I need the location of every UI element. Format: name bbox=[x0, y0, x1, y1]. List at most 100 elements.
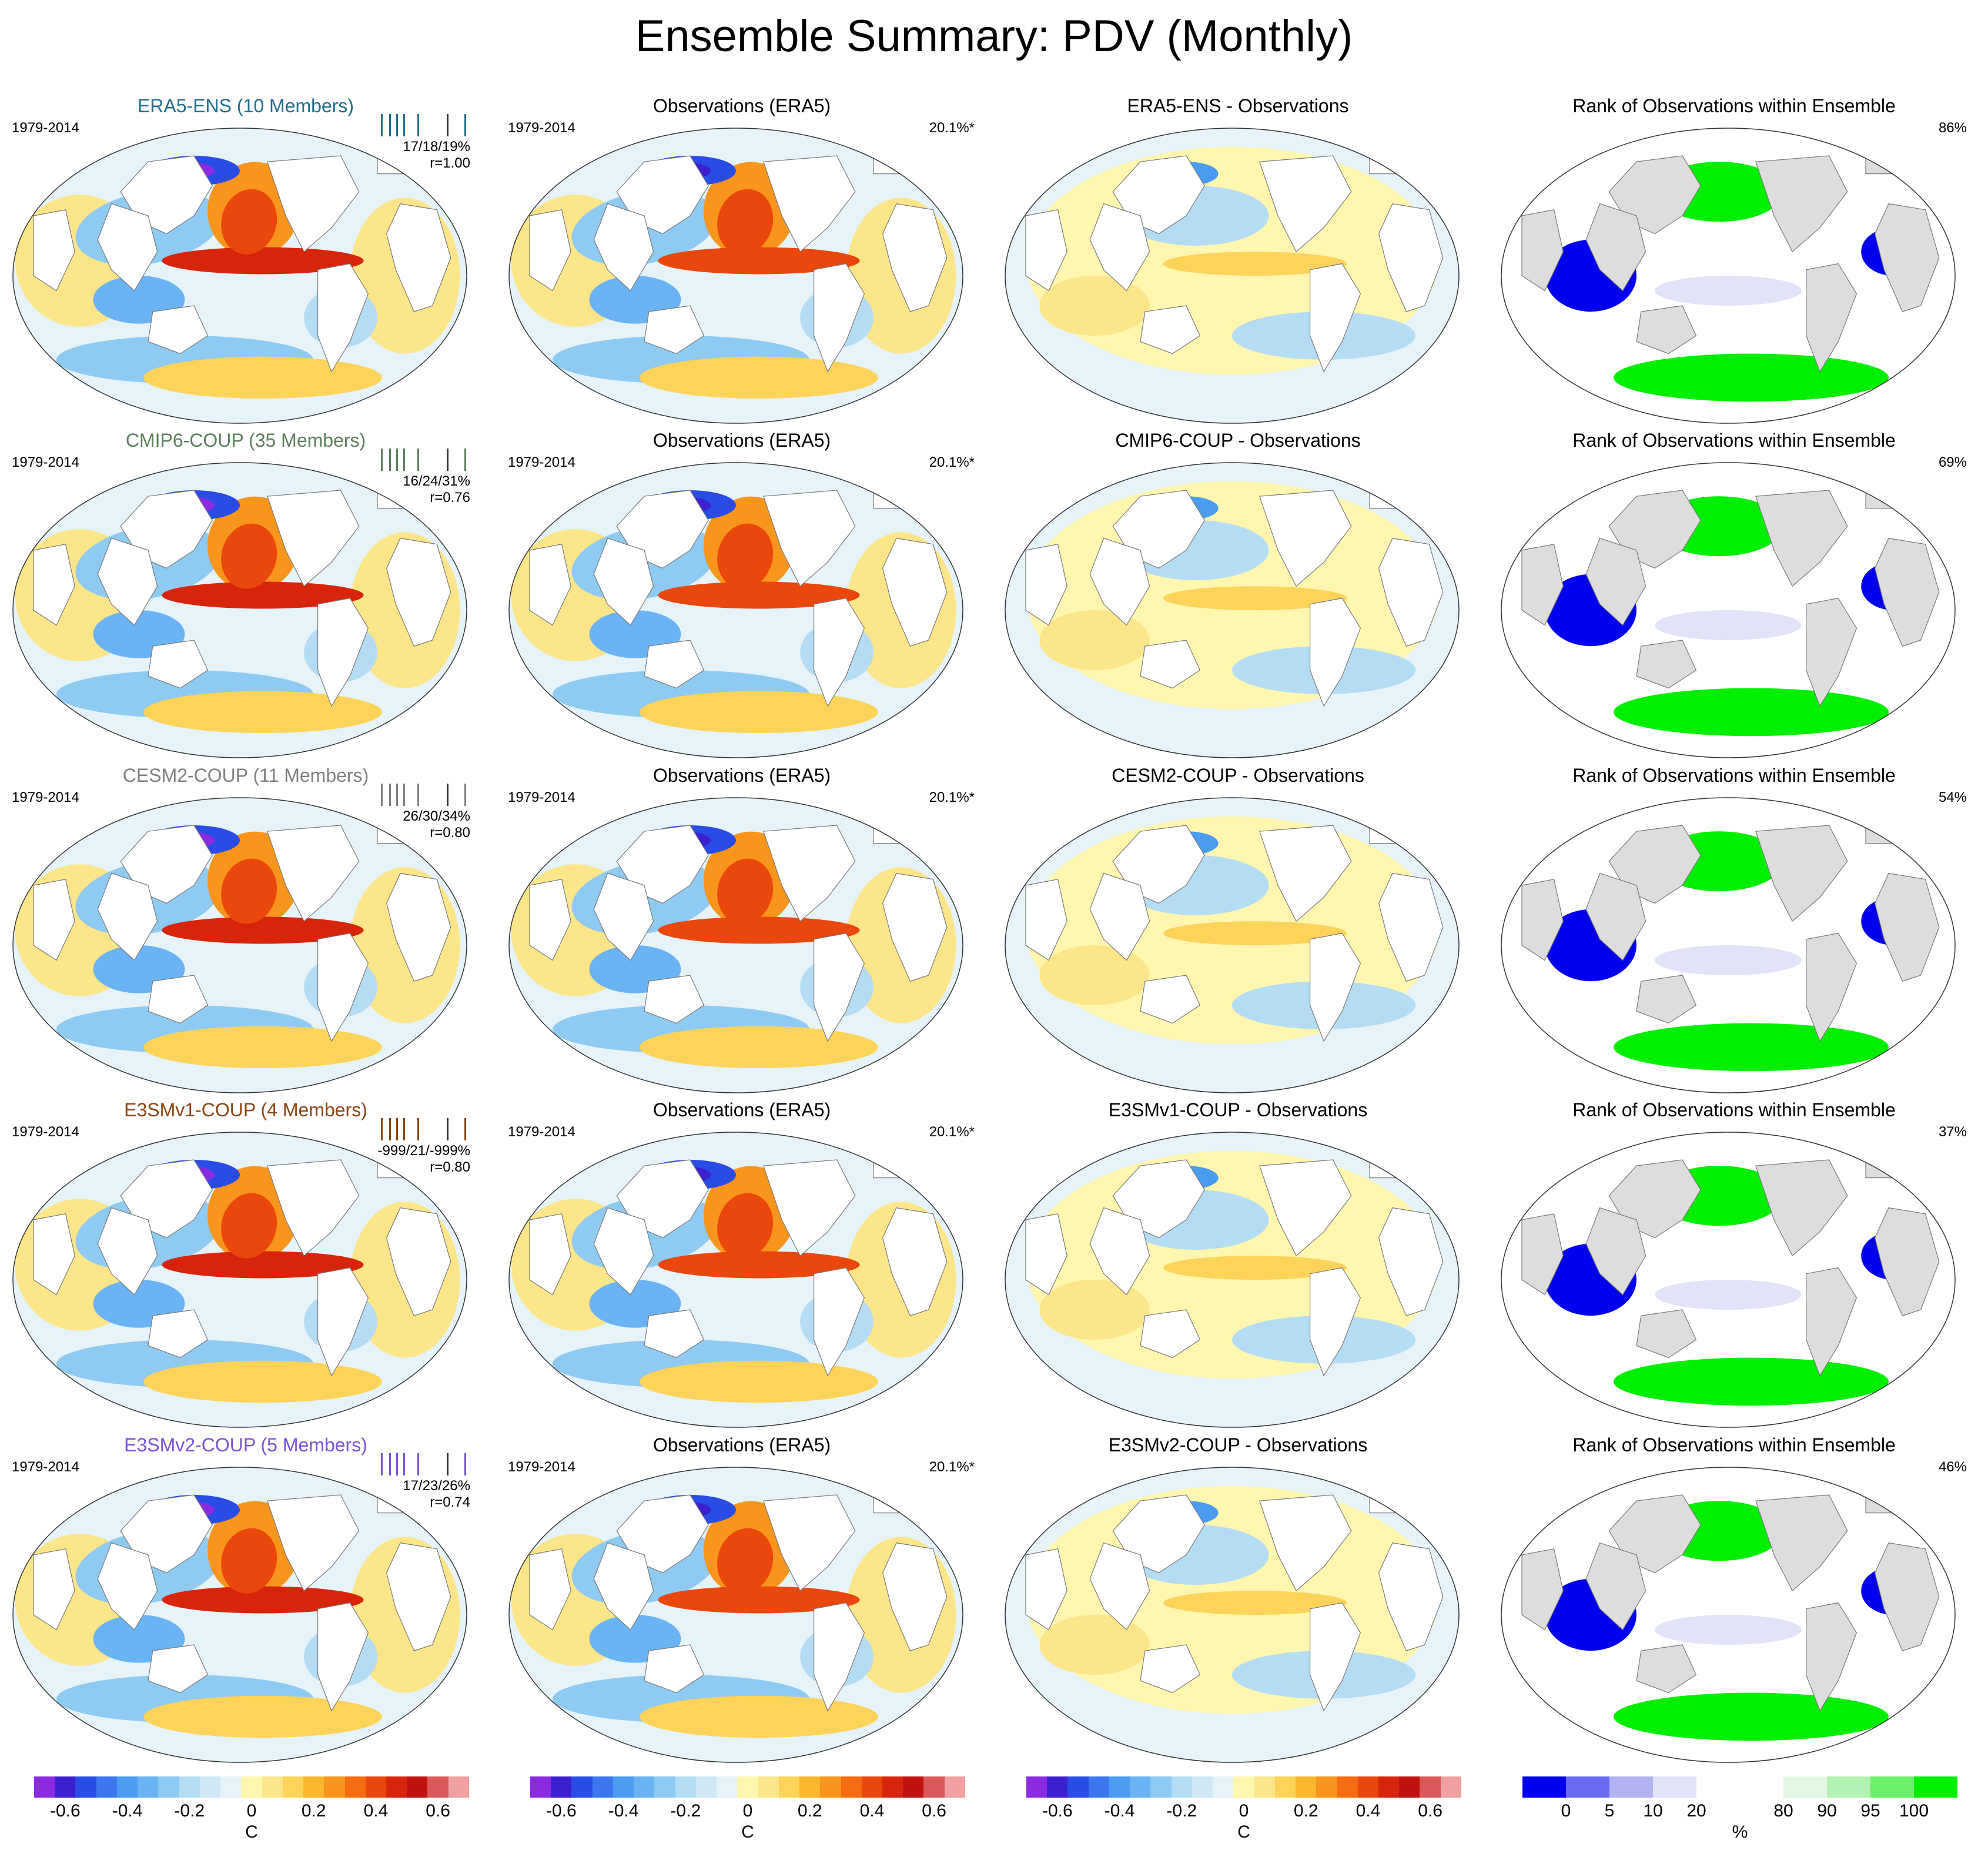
colorbar-swatch bbox=[324, 1776, 345, 1798]
observations-title: Observations (ERA5) bbox=[652, 765, 831, 786]
land-mass bbox=[266, 155, 360, 253]
colorbar-swatch bbox=[386, 1776, 407, 1798]
colorbar-swatch bbox=[1399, 1776, 1420, 1798]
land-mass bbox=[1089, 872, 1150, 961]
colorbar-swatch bbox=[1378, 1776, 1400, 1798]
rank-percent: 37% bbox=[1938, 1124, 1967, 1140]
land-mass bbox=[1025, 544, 1067, 626]
model-title: ERA5-ENS (10 Members) bbox=[137, 95, 354, 116]
member-tick bbox=[389, 114, 391, 136]
map-outline bbox=[1501, 1467, 1956, 1763]
member-ticks bbox=[376, 1118, 470, 1140]
model-panel: E3SMv2-COUP (5 Members) 1979-2014 17/23/26… bbox=[5, 1434, 487, 1764]
map-outline bbox=[508, 1467, 963, 1763]
land-mass bbox=[97, 872, 158, 961]
land-mass bbox=[873, 477, 911, 509]
pattern-region bbox=[221, 1193, 277, 1259]
member-tick bbox=[381, 114, 383, 136]
land-mass bbox=[266, 825, 360, 922]
land-mass bbox=[1369, 477, 1407, 509]
member-tick bbox=[417, 1453, 419, 1475]
colorbar-tick-label: 0.6 bbox=[426, 1801, 450, 1821]
land-mass bbox=[644, 975, 705, 1024]
pattern-region bbox=[1039, 1280, 1150, 1340]
rank-map-4 bbox=[1501, 1467, 1956, 1763]
model-title: E3SMv2-COUP (5 Members) bbox=[124, 1434, 367, 1456]
colorbar-swatch bbox=[1337, 1776, 1358, 1798]
land-mass bbox=[1521, 209, 1564, 292]
colorbar-tick-label: 0 bbox=[742, 1801, 753, 1821]
pattern-region bbox=[1614, 1692, 1889, 1741]
colorbar-swatch bbox=[1740, 1776, 1783, 1798]
colorbar-tick-label: 0 bbox=[1561, 1801, 1571, 1821]
period-label: 1979-2014 bbox=[12, 789, 79, 805]
model-title: E3SMv1-COUP (4 Members) bbox=[124, 1099, 367, 1120]
land-mass bbox=[1140, 640, 1201, 689]
map-outline bbox=[12, 797, 467, 1093]
colorbar-swatch bbox=[220, 1776, 242, 1798]
pattern-region bbox=[1039, 945, 1150, 1005]
colorbar-tick-label: -0.6 bbox=[545, 1801, 577, 1821]
obs-map-1 bbox=[508, 462, 963, 758]
pattern-region bbox=[658, 581, 860, 609]
colorbar-tick-label: 90 bbox=[1817, 1801, 1837, 1821]
period-label: 1979-2014 bbox=[508, 789, 575, 805]
colorbar-swatch bbox=[861, 1776, 882, 1798]
pattern-region bbox=[658, 1586, 860, 1614]
colorbar-swatch bbox=[1296, 1776, 1317, 1798]
land-mass bbox=[1140, 1644, 1201, 1694]
land-mass bbox=[1378, 537, 1444, 647]
land-mass bbox=[317, 263, 369, 373]
colorbar-swatch bbox=[820, 1776, 841, 1798]
colorbar-tick-label: 0.2 bbox=[797, 1801, 822, 1821]
observations-panel: Observations (ERA5) 1979-2014 20.1%* bbox=[501, 95, 983, 424]
member-tick bbox=[464, 1453, 466, 1475]
land-mass bbox=[1755, 1159, 1848, 1257]
land-mass bbox=[1874, 1207, 1940, 1316]
rank-map-3 bbox=[1501, 1132, 1956, 1428]
colorbar-tick-label: 20 bbox=[1686, 1801, 1706, 1821]
colorbar-tick-label: -0.4 bbox=[112, 1801, 143, 1821]
colorbar-swatch bbox=[571, 1776, 593, 1798]
pattern-region bbox=[1614, 1357, 1889, 1406]
member-tick bbox=[447, 114, 449, 136]
member-tick bbox=[464, 449, 466, 471]
land-mass bbox=[1369, 1482, 1407, 1514]
land-mass bbox=[97, 203, 158, 292]
land-mass bbox=[33, 209, 75, 292]
correlation-label: r=0.80 bbox=[430, 825, 470, 841]
colorbar-swatch bbox=[737, 1776, 758, 1798]
member-tick bbox=[464, 784, 466, 806]
land-mass bbox=[1865, 1482, 1903, 1514]
map-outline bbox=[1501, 1132, 1956, 1428]
land-mass bbox=[1369, 1147, 1407, 1179]
pattern-region bbox=[162, 247, 364, 275]
member-ticks bbox=[376, 784, 470, 806]
observations-panel: Observations (ERA5) 1979-2014 20.1%* bbox=[501, 1099, 983, 1428]
difference-panel: E3SMv2-COUP - Observations bbox=[997, 1434, 1479, 1764]
land-mass bbox=[33, 879, 75, 961]
member-tick bbox=[389, 784, 391, 806]
pattern-stats: -999/21/-999% bbox=[377, 1143, 470, 1159]
colorbar-swatch bbox=[75, 1776, 96, 1798]
pattern-region bbox=[1655, 610, 1802, 640]
pattern-region bbox=[1163, 1256, 1347, 1280]
colorbar-swatch bbox=[1783, 1776, 1827, 1798]
obs-map-2 bbox=[508, 797, 963, 1093]
colorbar-tick-label: 0.2 bbox=[1293, 1801, 1318, 1821]
pattern-region bbox=[143, 1360, 382, 1403]
colorbar: 0 5 10 20 80 90 95 100% bbox=[1522, 1776, 1957, 1842]
member-tick bbox=[403, 1453, 405, 1475]
land-mass bbox=[1585, 537, 1646, 626]
map-outline bbox=[508, 797, 963, 1093]
member-ticks bbox=[376, 449, 470, 471]
member-tick bbox=[396, 449, 398, 471]
land-mass bbox=[762, 1159, 856, 1257]
diff-map-0 bbox=[1005, 128, 1460, 424]
pattern-region bbox=[1163, 586, 1347, 610]
rank-percent: 46% bbox=[1938, 1459, 1967, 1475]
pattern-region bbox=[143, 1695, 382, 1738]
member-tick bbox=[464, 114, 466, 136]
period-label: 1979-2014 bbox=[12, 1124, 79, 1140]
colorbar-swatch bbox=[427, 1776, 449, 1798]
